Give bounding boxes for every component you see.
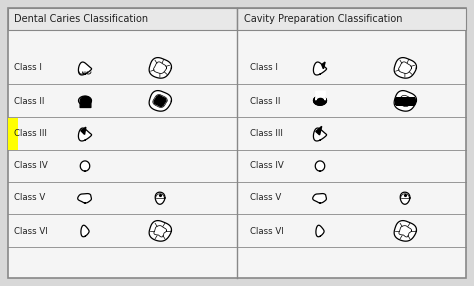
Polygon shape xyxy=(81,127,86,134)
Text: Class V: Class V xyxy=(250,194,281,202)
Polygon shape xyxy=(394,91,417,111)
Text: Class V: Class V xyxy=(14,194,45,202)
Text: Class VI: Class VI xyxy=(250,227,284,235)
Polygon shape xyxy=(400,192,410,204)
Text: Dental Caries Classification: Dental Caries Classification xyxy=(14,14,148,24)
Polygon shape xyxy=(313,194,327,203)
Polygon shape xyxy=(149,57,172,78)
FancyBboxPatch shape xyxy=(8,8,466,278)
Polygon shape xyxy=(313,62,327,75)
Polygon shape xyxy=(149,221,172,241)
Polygon shape xyxy=(80,161,90,171)
Text: Class VI: Class VI xyxy=(14,227,48,235)
Text: Cavity Preparation Classification: Cavity Preparation Classification xyxy=(244,14,402,24)
Text: Class III: Class III xyxy=(14,130,47,138)
Polygon shape xyxy=(313,96,327,105)
Text: Class IV: Class IV xyxy=(14,162,48,170)
Text: Class I: Class I xyxy=(250,63,278,72)
Text: Class IV: Class IV xyxy=(250,162,284,170)
Polygon shape xyxy=(313,128,327,141)
Polygon shape xyxy=(79,96,91,105)
Polygon shape xyxy=(78,62,91,75)
Polygon shape xyxy=(78,128,91,141)
Text: Class III: Class III xyxy=(250,130,283,138)
Polygon shape xyxy=(149,91,172,111)
Polygon shape xyxy=(78,194,91,203)
Polygon shape xyxy=(155,192,165,204)
Polygon shape xyxy=(81,225,89,237)
Polygon shape xyxy=(316,126,322,135)
Text: Class I: Class I xyxy=(14,63,42,72)
Polygon shape xyxy=(316,225,324,237)
FancyBboxPatch shape xyxy=(8,118,18,150)
Polygon shape xyxy=(394,57,417,78)
Polygon shape xyxy=(394,221,417,241)
Polygon shape xyxy=(315,161,325,171)
Polygon shape xyxy=(154,96,166,106)
FancyBboxPatch shape xyxy=(237,8,466,30)
Polygon shape xyxy=(314,96,326,105)
Polygon shape xyxy=(313,96,327,105)
Polygon shape xyxy=(322,62,325,69)
FancyBboxPatch shape xyxy=(8,8,237,30)
Text: Class II: Class II xyxy=(14,96,45,106)
Text: Class II: Class II xyxy=(250,96,281,106)
